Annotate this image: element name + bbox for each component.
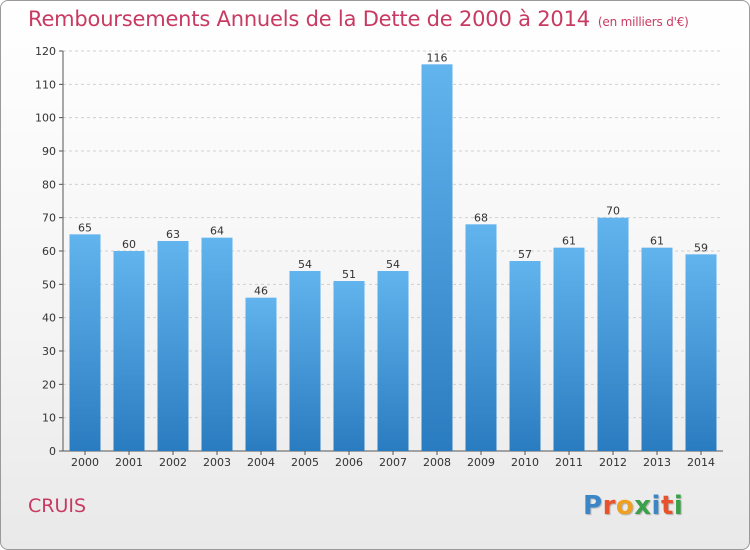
bar [465,224,497,451]
logo-letter: P [583,491,603,521]
y-tick-label: 30 [42,345,56,358]
y-tick-label: 90 [42,145,56,158]
logo-letter: x [634,491,652,521]
x-tick-label: 2001 [115,456,143,469]
chart-unit: (en milliers d'€) [597,15,689,29]
y-tick-label: 10 [42,412,56,425]
bar [377,271,409,451]
bar [157,241,189,451]
bar [245,297,277,451]
y-tick-label: 0 [49,445,56,458]
logo-letter: o [615,491,635,521]
data-label: 54 [386,258,400,271]
data-label: 70 [606,205,620,218]
bar [641,247,673,451]
bar [597,217,629,451]
logo-letter: r [602,491,616,521]
proxiti-logo: Proxiti [583,491,683,521]
bar [289,271,321,451]
chart-title: Remboursements Annuels de la Dette de 20… [28,7,689,31]
bar [113,251,145,451]
x-tick-label: 2005 [291,456,319,469]
y-tick-label: 20 [42,378,56,391]
y-tick-label: 120 [35,45,56,58]
data-label: 60 [122,238,136,251]
axes: 0 10 20 30 40 50 60 70 80 90 100 110 120 2000 2001 2002… [35,45,723,469]
bar [333,281,365,451]
bar [201,237,233,451]
x-tick-label: 2007 [379,456,407,469]
data-label: 68 [474,211,488,224]
data-label: 46 [254,285,268,298]
data-label: 59 [694,241,708,254]
logo-letter: i [673,491,684,521]
x-tick-label: 2009 [467,456,495,469]
x-tick-label: 2004 [247,456,275,469]
bar [69,234,101,451]
data-label: 116 [427,51,448,64]
y-tick-label: 110 [35,78,56,91]
x-tick-label: 2006 [335,456,363,469]
x-tick-label: 2012 [599,456,627,469]
data-label: 57 [518,248,532,261]
y-tick-label: 100 [35,112,56,125]
data-labels: 65 60 63 64 46 54 51 54 116 68 57 61 70 61 59 [78,51,708,297]
bar [685,254,717,451]
x-tick-label: 2008 [423,456,451,469]
bars [69,64,717,452]
y-tick-label: 40 [42,312,56,325]
x-tick-label: 2003 [203,456,231,469]
data-label: 61 [650,235,664,248]
data-label: 64 [210,225,224,238]
x-tick-label: 2014 [687,456,715,469]
y-tick-label: 60 [42,245,56,258]
y-tick-label: 80 [42,178,56,191]
data-label: 54 [298,258,312,271]
data-label: 61 [562,235,576,248]
logo-letter: i [651,491,661,521]
bar [509,261,541,451]
bar [421,64,453,452]
chart-title-text: Remboursements Annuels de la Dette de 20… [28,7,590,31]
commune-name: CRUIS [28,495,87,517]
data-label: 65 [78,221,92,234]
x-tick-label: 2013 [643,456,671,469]
logo-letter: t [660,491,674,521]
data-label: 51 [342,268,356,281]
bar [553,247,585,451]
x-tick-label: 2010 [511,456,539,469]
y-tick-label: 70 [42,212,56,225]
x-tick-label: 2011 [555,456,583,469]
data-label: 63 [166,228,180,241]
y-tick-label: 50 [42,278,56,291]
x-tick-label: 2000 [71,456,99,469]
x-tick-label: 2002 [159,456,187,469]
